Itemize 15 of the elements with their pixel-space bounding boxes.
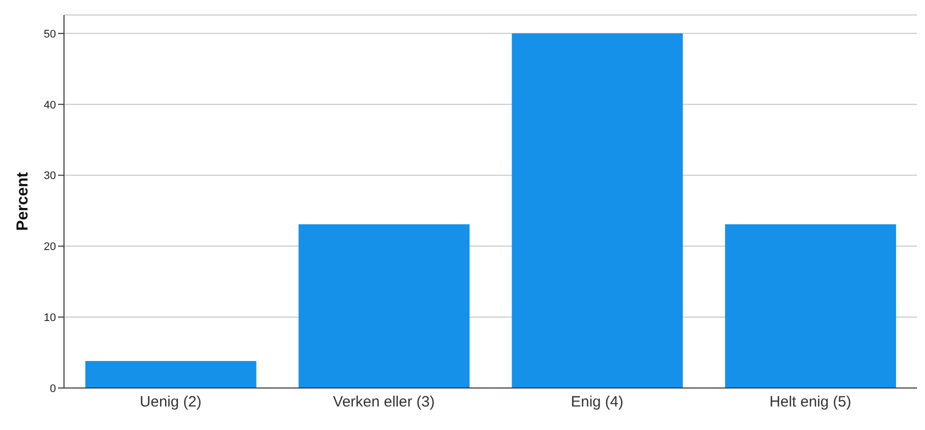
bar bbox=[512, 33, 683, 388]
y-axis-title: Percent bbox=[14, 171, 32, 231]
bar bbox=[85, 361, 256, 388]
bar bbox=[725, 224, 896, 388]
x-tick-label: Helt enig (5) bbox=[770, 394, 852, 411]
y-tick-label: 50 bbox=[44, 28, 56, 40]
y-tick-label: 0 bbox=[50, 382, 56, 395]
y-tick-label: 40 bbox=[44, 99, 56, 112]
y-tick-label: 30 bbox=[44, 170, 56, 182]
x-tick-label: Verken eller (3) bbox=[333, 394, 435, 411]
x-tick-label: Enig (4) bbox=[570, 394, 624, 411]
y-tick-label: 10 bbox=[44, 312, 56, 324]
y-tick-label: 20 bbox=[44, 241, 56, 254]
x-tick-label: Uenig (2) bbox=[140, 394, 202, 411]
bar bbox=[298, 224, 470, 388]
